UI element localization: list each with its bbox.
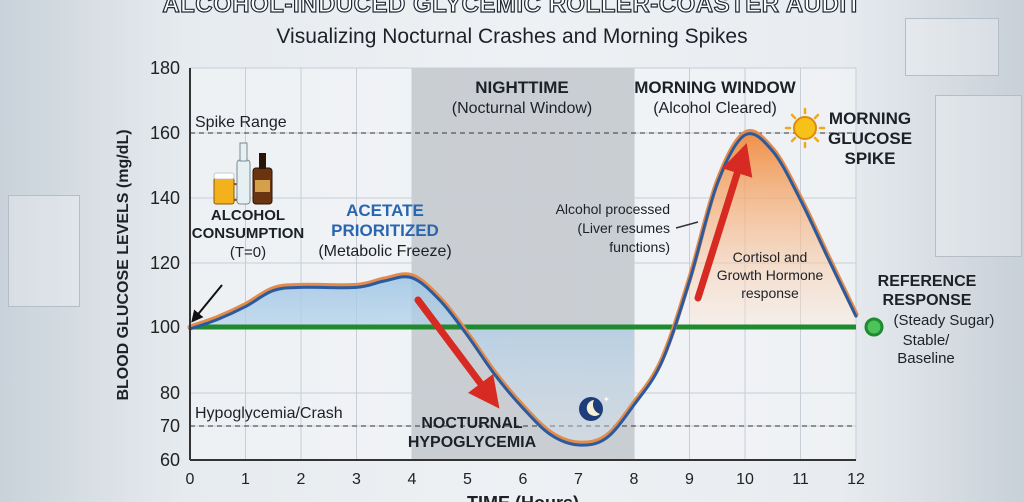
x-tick-label: 10 <box>736 471 754 488</box>
svg-text:Growth Hormone: Growth Hormone <box>717 267 824 283</box>
x-tick-label: 0 <box>186 471 195 488</box>
hypoglycemia-crash-label: Hypoglycemia/Crash <box>195 405 343 422</box>
crash-trend-arrow <box>414 296 500 409</box>
x-axis-label: TIME (Hours) <box>467 493 579 502</box>
background-panel-left <box>8 195 80 307</box>
y-tick-label: 60 <box>160 450 180 470</box>
processed-pointer-line <box>675 221 699 229</box>
svg-text:ALCOHOL: ALCOHOL <box>211 207 285 224</box>
x-tick-label: 11 <box>792 471 809 488</box>
spike-range-label: Spike Range <box>195 114 287 131</box>
svg-text:✦: ✦ <box>603 395 610 404</box>
consumption-pointer-arrow <box>191 284 223 323</box>
svg-text:HYPOGLYCEMIA: HYPOGLYCEMIA <box>408 434 537 451</box>
reference-response-marker <box>864 317 884 337</box>
svg-text:Alcohol processed: Alcohol processed <box>556 201 670 217</box>
svg-text:Cortisol and: Cortisol and <box>733 249 808 265</box>
background-panel-top-right <box>905 18 999 76</box>
svg-text:response: response <box>741 285 799 301</box>
glucose-area-fill-orange <box>689 131 856 327</box>
moon-icon: ✦ <box>579 395 610 421</box>
y-tick-label: 100 <box>150 317 180 337</box>
svg-text:RESPONSE: RESPONSE <box>883 292 972 309</box>
x-tick-label: 3 <box>352 471 361 488</box>
y-tick-label: 180 <box>150 58 180 78</box>
alcohol-bottles-icon <box>213 142 273 205</box>
x-tick-label: 4 <box>408 471 417 488</box>
svg-text:PRIORITIZED: PRIORITIZED <box>331 221 439 240</box>
svg-text:NIGHTTIME: NIGHTTIME <box>475 78 569 97</box>
x-tick-label: 8 <box>630 471 639 488</box>
x-tick-label: 6 <box>519 471 528 488</box>
sun-icon <box>784 107 826 149</box>
svg-text:Stable/: Stable/ <box>903 332 951 349</box>
svg-text:MORNING WINDOW: MORNING WINDOW <box>634 78 796 97</box>
y-tick-label: 120 <box>150 253 180 273</box>
x-tick-label: 12 <box>847 471 865 488</box>
y-tick-label: 70 <box>160 416 180 436</box>
svg-text:REFERENCE: REFERENCE <box>878 273 977 290</box>
x-tick-label: 2 <box>297 471 306 488</box>
chart-subtitle: Visualizing Nocturnal Crashes and Mornin… <box>276 25 748 48</box>
svg-text:GLUCOSE: GLUCOSE <box>828 129 912 148</box>
y-tick-label: 160 <box>150 123 180 143</box>
svg-text:(Metabolic Freeze): (Metabolic Freeze) <box>318 243 451 260</box>
background-panel-right <box>935 95 1022 257</box>
svg-text:ACETATE: ACETATE <box>346 201 424 220</box>
x-tick-label: 1 <box>241 471 250 488</box>
nocturnal-hypoglycemia-annotation: NOCTURNAL HYPOGLYCEMIA <box>408 415 537 451</box>
svg-text:MORNING: MORNING <box>829 109 911 128</box>
reference-response-annotation: REFERENCE RESPONSE (Steady Sugar) Stable… <box>878 273 995 367</box>
chart-title: Alcohol-Induced Glycemic Roller-Coaster … <box>162 0 862 19</box>
y-tick-label: 80 <box>160 383 180 403</box>
x-tick-labels: 0 1 2 3 4 5 6 7 8 9 10 11 12 <box>186 471 865 488</box>
x-tick-label: 7 <box>574 471 583 488</box>
svg-text:functions): functions) <box>609 239 670 255</box>
y-axis-label: BLOOD GLUCOSE LEVELS (mg/dL) <box>115 129 132 400</box>
morning-window-annotation: MORNING WINDOW (Alcohol Cleared) <box>634 78 796 117</box>
glucose-area-fill-blue <box>190 274 634 444</box>
svg-text:(Liver resumes: (Liver resumes <box>577 220 670 236</box>
y-tick-labels: 60 70 80 100 120 140 160 180 <box>150 58 180 470</box>
svg-text:NOCTURNAL: NOCTURNAL <box>421 415 523 432</box>
reference-lines <box>190 132 856 427</box>
svg-text:(T=0): (T=0) <box>230 244 266 261</box>
x-tick-label: 9 <box>685 471 694 488</box>
spike-trend-arrow <box>694 142 753 302</box>
svg-text:CONSUMPTION: CONSUMPTION <box>192 225 305 242</box>
cortisol-annotation: Cortisol and Growth Hormone response <box>717 249 824 301</box>
acetate-prioritized-annotation: ACETATE PRIORITIZED (Metabolic Freeze) <box>318 201 451 260</box>
alcohol-consumption-annotation: ALCOHOL CONSUMPTION (T=0) <box>192 207 305 261</box>
svg-text:(Steady Sugar): (Steady Sugar) <box>894 312 995 329</box>
x-tick-label: 5 <box>463 471 472 488</box>
glucose-curve-orange <box>187 129 859 446</box>
svg-text:(Alcohol Cleared): (Alcohol Cleared) <box>653 100 777 117</box>
svg-text:Baseline: Baseline <box>897 350 955 367</box>
y-tick-label: 140 <box>150 188 180 208</box>
nighttime-annotation: NIGHTTIME (Nocturnal Window) <box>452 78 592 117</box>
svg-text:(Nocturnal Window): (Nocturnal Window) <box>452 100 592 117</box>
alcohol-processed-annotation: Alcohol processed (Liver resumes functio… <box>556 201 670 255</box>
svg-text:SPIKE: SPIKE <box>844 149 895 168</box>
morning-glucose-spike-annotation: MORNING GLUCOSE SPIKE <box>828 109 912 168</box>
glucose-curve-blue <box>188 132 858 447</box>
